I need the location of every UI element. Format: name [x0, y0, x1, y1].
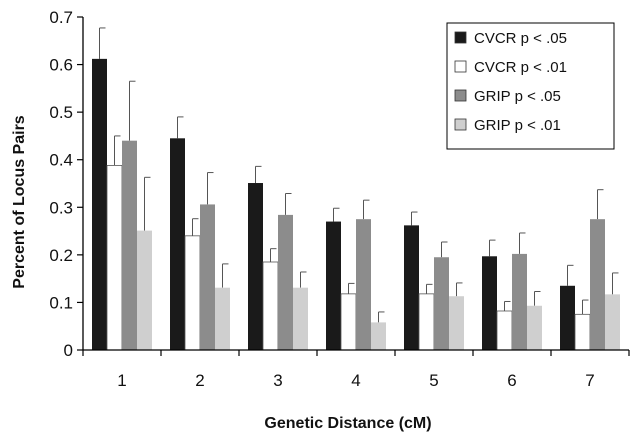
bar [92, 58, 107, 351]
bar [170, 138, 185, 350]
bar [184, 235, 201, 351]
axes: Percent of Locus Pairs Genetic Distance … [11, 8, 630, 432]
bar [434, 257, 449, 350]
legend-box [446, 22, 615, 150]
x-tick-label: 4 [351, 371, 360, 390]
y-tick-label: 0.2 [49, 246, 73, 265]
bar [340, 293, 357, 351]
bar [248, 183, 263, 350]
y-tick-label: 0.7 [49, 8, 73, 27]
bar [122, 140, 137, 350]
bar [560, 285, 575, 350]
bar [404, 225, 419, 350]
x-tick-label: 1 [117, 371, 126, 390]
y-tick-label: 0 [64, 341, 73, 360]
bar [326, 221, 341, 350]
bar [262, 261, 279, 351]
bar [215, 287, 230, 350]
y-tick-label: 0.3 [49, 198, 73, 217]
bar [574, 313, 591, 351]
y-tick-label: 0.4 [49, 151, 73, 170]
legend-swatch [454, 89, 467, 102]
plot-area [92, 27, 620, 351]
bar [371, 322, 386, 350]
bar [293, 287, 308, 350]
x-tick-label: 2 [195, 371, 204, 390]
bar [590, 219, 605, 350]
bar [605, 294, 620, 350]
bar [278, 214, 293, 350]
bar [496, 310, 513, 351]
legend-swatch [454, 31, 467, 44]
legend: CVCR p < .05 CVCR p < .01 GRIP p < .05 GRIP… [446, 22, 615, 150]
bar [482, 256, 497, 350]
y-tick-label: 0.6 [49, 56, 73, 75]
legend-label: GRIP p < .01 [474, 117, 561, 134]
bar [106, 165, 123, 351]
x-tick-label: 6 [507, 371, 516, 390]
legend-swatch [454, 118, 467, 131]
bar [356, 219, 371, 350]
bar [527, 305, 542, 350]
legend-swatch [454, 60, 467, 73]
y-tick-label: 0.5 [49, 103, 73, 122]
x-tick-label: 3 [273, 371, 282, 390]
bar [418, 293, 435, 351]
bar [512, 253, 527, 350]
y-axis-title: Percent of Locus Pairs [11, 115, 28, 288]
legend-label: CVCR p < .05 [474, 30, 567, 47]
x-axis-title: Genetic Distance (cM) [264, 415, 431, 432]
y-tick-label: 0.1 [49, 293, 73, 312]
bar [200, 204, 215, 350]
x-tick-label: 7 [585, 371, 594, 390]
bar [449, 296, 464, 350]
bar [137, 230, 152, 350]
x-tick-label: 5 [429, 371, 438, 390]
legend-label: GRIP p < .05 [474, 88, 561, 105]
legend-label: CVCR p < .01 [474, 59, 567, 76]
